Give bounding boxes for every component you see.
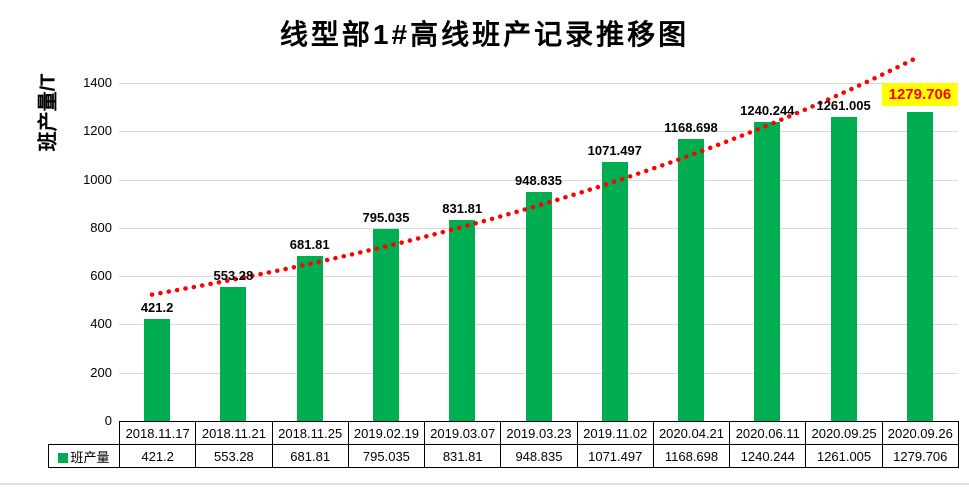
bar (525, 191, 552, 421)
bar-value-label: 831.81 (442, 201, 483, 217)
bar (373, 229, 399, 421)
table-date-cell: 2020.09.26 (881, 421, 959, 445)
bar-value-label: 553.28 (213, 268, 254, 284)
bar-value-label: 681.81 (289, 237, 330, 253)
bar (220, 287, 247, 421)
bar-value-label: 795.035 (362, 210, 410, 226)
chart-title: 线型部1#高线班产记录推移图 (279, 19, 690, 50)
table-value-cell: 795.035 (347, 444, 426, 468)
bar-value-label: 1261.005 (816, 97, 871, 113)
table-value-cell: 1261.005 (805, 444, 883, 468)
table-value-cell: 421.2 (118, 444, 197, 468)
bar-value-label: 1168.698 (664, 119, 718, 135)
bar (906, 112, 933, 421)
bar (144, 319, 171, 421)
y-tick-label: 1000 (83, 171, 112, 187)
bar (296, 256, 323, 421)
table-value-cell: 948.835 (500, 444, 578, 468)
table-value-cell: 1071.497 (576, 444, 654, 468)
table-date-cell: 2020.06.11 (729, 421, 807, 445)
y-tick-label: 1200 (83, 123, 112, 139)
table-date-cell: 2018.11.25 (271, 421, 349, 445)
bar-value-label-highlighted: 1279.706 (881, 83, 959, 106)
bar-value-label: 1240.244 (740, 102, 795, 118)
table-value-cell: 553.28 (195, 444, 273, 468)
bar (601, 162, 628, 421)
legend-label: 班产量 (70, 449, 110, 465)
bottom-divider (0, 483, 969, 485)
y-tick-label: 1400 (83, 75, 112, 90)
bar (449, 220, 476, 421)
bar (754, 121, 781, 421)
y-tick-label: 400 (90, 316, 112, 332)
table-date-cell: 2019.02.19 (347, 421, 426, 445)
bar-value-label: 948.835 (515, 172, 562, 188)
gridline (119, 83, 958, 84)
data-table: 2018.11.17 2018.11.21 2018.11.25 2019.02.19… (48, 421, 959, 468)
table-value-cell: 1240.244 (729, 444, 807, 468)
y-tick-label: 600 (90, 268, 112, 284)
y-tick-label: 0 (104, 413, 112, 428)
bar-value-label: 1071.497 (587, 143, 642, 159)
table-value-cell: 681.81 (271, 444, 349, 468)
table-date-cell: 2018.11.21 (195, 421, 273, 445)
y-tick-label: 200 (90, 364, 112, 380)
table-date-cell: 2018.11.17 (118, 421, 197, 445)
bar-value-label: 421.2 (140, 300, 174, 316)
table-date-cell: 2020.04.21 (652, 421, 731, 445)
table-date-cell: 2019.03.07 (424, 421, 502, 445)
bar (678, 138, 704, 421)
table-date-cell: 2020.09.25 (805, 421, 883, 445)
table-date-cell: 2019.03.23 (500, 421, 578, 445)
y-tick-label: 800 (90, 219, 112, 235)
bar (830, 116, 857, 421)
legend-cell: 班产量 (48, 444, 120, 468)
table-value-cell: 1279.706 (881, 444, 959, 468)
table-value-cell: 831.81 (424, 444, 502, 468)
table-corner-blank (49, 422, 120, 445)
y-axis-title: 班产量/T (37, 73, 60, 152)
legend-swatch-icon (58, 452, 69, 463)
table-value-cell: 1168.698 (652, 444, 731, 468)
table-date-cell: 2019.11.02 (576, 421, 654, 445)
